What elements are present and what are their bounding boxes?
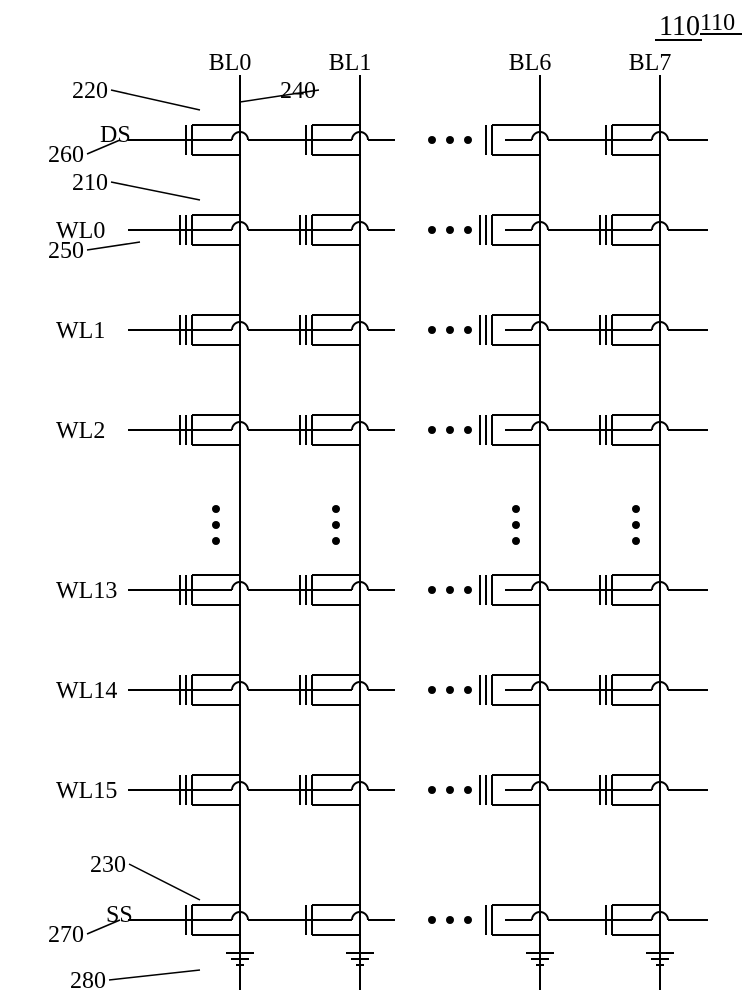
bitline-label: BL6 [509, 50, 552, 76]
bitline-label: BL0 [209, 50, 252, 76]
callout-number: 250 [48, 238, 84, 264]
callout-number: 230 [90, 852, 126, 878]
ds-label: DS [100, 122, 131, 148]
figure-reference-number: 110 [659, 11, 700, 42]
bitline-label: BL1 [329, 50, 372, 76]
wordline-label: WL1 [56, 318, 105, 344]
callout-number: 220 [72, 78, 108, 104]
wordline-label: WL13 [56, 578, 117, 604]
callout-number: 210 [72, 170, 108, 196]
callout-number: 110 [700, 10, 735, 36]
nand-string [480, 105, 554, 965]
nand-string [600, 105, 674, 965]
callout-number: 260 [48, 142, 84, 168]
callout-number: 270 [48, 922, 84, 948]
nand-string [300, 105, 374, 965]
nand-string [180, 105, 254, 965]
bitline-label: BL7 [629, 50, 672, 76]
memory-array-schematic: BL0BL1BL6BL7110DSWL0WL1WL2WL13WL14WL15SS… [0, 0, 747, 1000]
wordline-label: WL15 [56, 778, 117, 804]
wordline-label: WL2 [56, 418, 105, 444]
wordline-label: WL14 [56, 678, 117, 704]
callout-number: 280 [70, 968, 106, 994]
